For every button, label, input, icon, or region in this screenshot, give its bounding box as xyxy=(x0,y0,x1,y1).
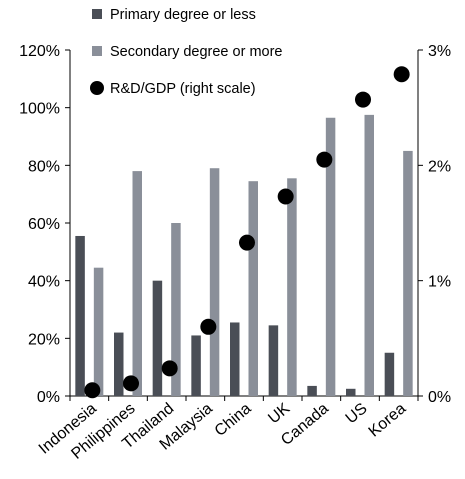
legend-swatch xyxy=(92,9,102,19)
left-tick-label: 120% xyxy=(19,43,60,60)
right-tick-label: 1% xyxy=(428,274,451,291)
bar-primary-thailand xyxy=(152,280,163,396)
bar-secondary-indonesia xyxy=(93,267,104,396)
rd-gdp-point-thailand xyxy=(161,360,178,377)
bar-primary-philippines xyxy=(114,332,124,396)
bar-secondary-philippines xyxy=(132,171,142,396)
bar-primary-china xyxy=(230,322,240,396)
bar-secondary-malaysia xyxy=(209,168,220,396)
right-tick-label: 0% xyxy=(428,389,451,406)
legend-swatch xyxy=(92,46,102,56)
category-label: UK xyxy=(265,400,293,428)
bar-primary-uk xyxy=(268,325,279,396)
legend-marker xyxy=(90,81,104,95)
category-label: China xyxy=(212,400,255,440)
bar-secondary-us xyxy=(364,114,374,396)
rd-gdp-point-indonesia xyxy=(84,382,101,399)
bar-primary-malaysia xyxy=(191,335,201,396)
bar-secondary-canada xyxy=(325,117,336,396)
legend-label: Primary degree or less xyxy=(110,7,256,23)
axes xyxy=(65,49,423,401)
legend-label: Secondary degree or more xyxy=(110,44,283,60)
left-tick-label: 40% xyxy=(28,274,60,291)
rd-gdp-point-philippines xyxy=(123,375,139,392)
category-label: US xyxy=(343,400,371,427)
bars xyxy=(75,114,413,396)
rd-gdp-point-korea xyxy=(393,66,410,83)
bar-secondary-uk xyxy=(287,178,297,396)
bar-primary-indonesia xyxy=(75,235,85,396)
right-tick-label: 3% xyxy=(428,43,451,60)
left-tick-label: 100% xyxy=(19,101,60,118)
left-tick-label: 80% xyxy=(28,158,60,175)
bar-primary-korea xyxy=(384,352,395,396)
points xyxy=(84,66,410,399)
bar-primary-us xyxy=(346,388,356,396)
legend: Primary degree or less Secondary degree o… xyxy=(90,7,283,97)
category-label: Korea xyxy=(366,400,410,441)
rd-gdp-point-china xyxy=(239,234,255,251)
rd-gdp-point-malaysia xyxy=(200,318,217,335)
bar-secondary-china xyxy=(248,181,258,396)
bar-primary-canada xyxy=(307,385,317,396)
left-tick-label: 20% xyxy=(28,331,60,348)
rd-gdp-point-canada xyxy=(316,151,333,168)
right-tick-label: 2% xyxy=(428,158,451,175)
rd-gdp-point-uk xyxy=(277,188,294,205)
left-tick-label: 0% xyxy=(37,389,60,406)
left-tick-label: 60% xyxy=(28,216,60,233)
rd-gdp-point-us xyxy=(355,91,371,108)
bar-secondary-thailand xyxy=(171,223,181,396)
legend-label: R&D/GDP (right scale) xyxy=(110,81,256,97)
bar-secondary-korea xyxy=(403,150,413,396)
